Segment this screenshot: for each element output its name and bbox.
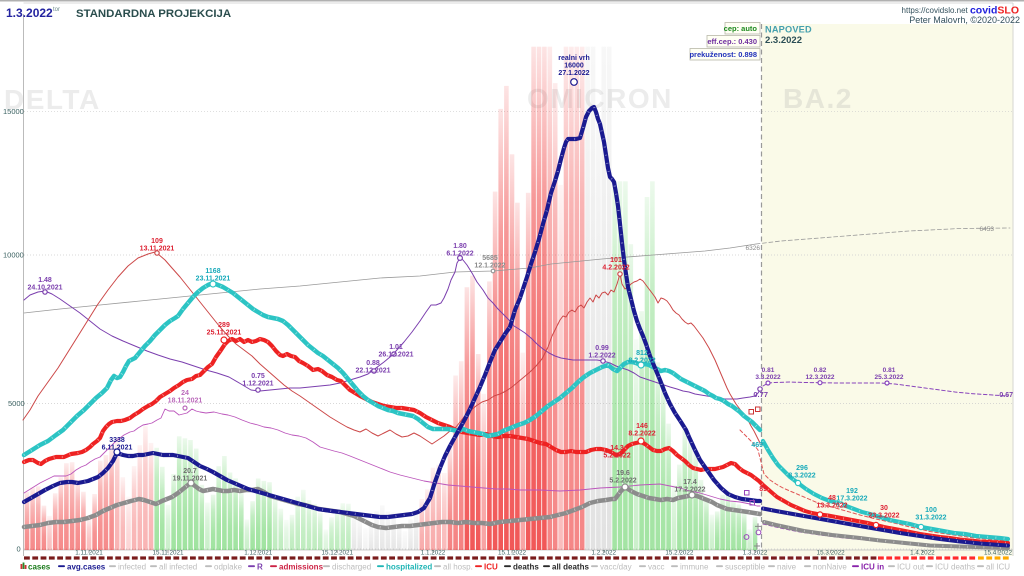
svg-text:89: 89 <box>759 486 767 493</box>
svg-text:0.67: 0.67 <box>999 392 1013 399</box>
svg-text:ICU: ICU <box>484 563 498 572</box>
svg-text:hospitalized: hospitalized <box>386 563 432 572</box>
svg-text:all ICU: all ICU <box>986 563 1010 572</box>
svg-text:20.719.11.2021: 20.7 19.11.2021 <box>173 468 208 483</box>
svg-text:Peter Malovrh, ©2020-2022: Peter Malovrh, ©2020-2022 <box>909 15 1020 25</box>
svg-text:all infected: all infected <box>159 563 197 572</box>
svg-text:covidSLO: covidSLO <box>970 5 1019 17</box>
svg-text:5000: 5000 <box>8 399 25 408</box>
svg-text:odplake: odplake <box>214 563 243 572</box>
svg-text:discharged: discharged <box>332 563 371 572</box>
svg-text:15.4.2022: 15.4.2022 <box>984 550 1013 557</box>
svg-text:0.77: 0.77 <box>753 390 768 399</box>
svg-text:1.3.2022: 1.3.2022 <box>743 550 768 557</box>
svg-text:1.12.2021: 1.12.2021 <box>244 550 273 557</box>
svg-text:immune: immune <box>680 563 709 572</box>
svg-text:ICU in: ICU in <box>861 563 884 572</box>
svg-text:15000: 15000 <box>3 107 24 116</box>
svg-text:15.2.2022: 15.2.2022 <box>665 550 694 557</box>
svg-text:all deaths: all deaths <box>552 563 589 572</box>
svg-text:1.2.2022: 1.2.2022 <box>592 550 617 557</box>
svg-text:nonNaive: nonNaive <box>813 563 847 572</box>
svg-text:0.751.12.2021: 0.75 1.12.2021 <box>242 373 273 388</box>
svg-text:1.11.2021: 1.11.2021 <box>75 550 103 557</box>
svg-text:10000: 10000 <box>3 251 24 260</box>
svg-text:15.11.2021: 15.11.2021 <box>152 550 184 557</box>
svg-text:vacc/day: vacc/day <box>600 563 632 572</box>
svg-text:15.12.2021: 15.12.2021 <box>321 550 353 557</box>
svg-text:1.806.1.2022: 1.80 6.1.2022 <box>446 243 473 258</box>
svg-text:cep: auto: cep: auto <box>724 24 758 33</box>
svg-text:1.4.2022: 1.4.2022 <box>910 550 935 557</box>
svg-text:ICU deaths: ICU deaths <box>935 563 975 572</box>
svg-text:tor: tor <box>53 7 60 13</box>
svg-text:admissions: admissions <box>279 563 324 572</box>
svg-text:avg.cases: avg.cases <box>67 563 106 572</box>
svg-text:6453: 6453 <box>980 226 995 233</box>
svg-text:STANDARDNA PROJEKCIJA: STANDARDNA PROJEKCIJA <box>76 8 231 20</box>
svg-text:0: 0 <box>17 545 21 554</box>
svg-text:ICU out: ICU out <box>897 563 925 572</box>
svg-text:1.1.2022: 1.1.2022 <box>421 550 446 557</box>
svg-text:https://covidslo.net: https://covidslo.net <box>902 6 970 15</box>
svg-text:NAPOVED: NAPOVED <box>765 25 812 35</box>
svg-text:vacc: vacc <box>648 563 664 572</box>
svg-text:15.3.2022: 15.3.2022 <box>817 550 846 557</box>
svg-text:deaths: deaths <box>513 563 539 572</box>
svg-text:15.1.2022: 15.1.2022 <box>498 550 527 557</box>
svg-text:469: 469 <box>751 442 763 449</box>
svg-text:eff.cep.: 0.430: eff.cep.: 0.430 <box>707 37 757 46</box>
svg-text:1.3.2022: 1.3.2022 <box>6 6 53 20</box>
svg-text:6326: 6326 <box>746 245 761 252</box>
svg-text:naive: naive <box>777 563 797 572</box>
svg-text:cases: cases <box>28 563 51 572</box>
svg-text:prekuženost: 0.898: prekuženost: 0.898 <box>689 50 757 59</box>
svg-text:19.65.2.2022: 19.6 5.2.2022 <box>609 470 636 485</box>
svg-text:0.813.3.2022: 0.81 3.3.2022 <box>755 367 781 381</box>
svg-text:infected: infected <box>118 563 146 572</box>
svg-text:R: R <box>257 563 263 572</box>
svg-text:14.35.2.2022: 14.3 5.2.2022 <box>603 445 630 460</box>
svg-text:17.417.2.2022: 17.4 17.2.2022 <box>674 479 705 494</box>
svg-text:BA.2: BA.2 <box>783 83 853 114</box>
svg-text:0.991.2.2022: 0.99 1.2.2022 <box>588 345 615 360</box>
svg-text:all hosp.: all hosp. <box>443 563 473 572</box>
svg-text:susceptible: susceptible <box>725 563 766 572</box>
svg-text:2.3.2022: 2.3.2022 <box>765 35 802 46</box>
svg-text:DELTA: DELTA <box>4 84 101 115</box>
